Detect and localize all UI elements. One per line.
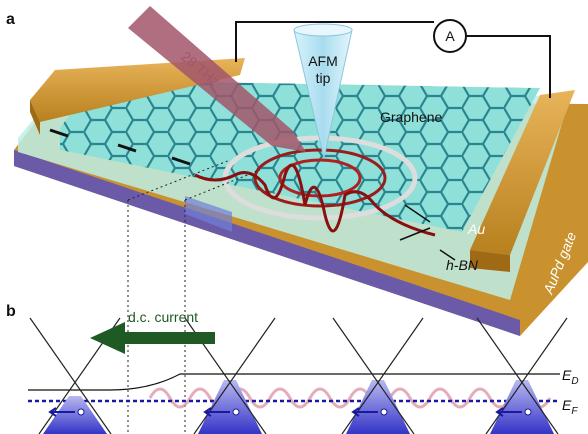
level-label: ED <box>562 367 579 387</box>
subscript: F <box>571 406 578 417</box>
cone-part <box>78 409 84 415</box>
electrode-label: Au <box>467 221 485 237</box>
level-label: EF <box>562 397 578 417</box>
device <box>14 58 588 336</box>
subscript: D <box>571 376 578 387</box>
current-label: d.c. current <box>128 309 198 325</box>
current-arrow <box>90 322 215 354</box>
bands <box>28 374 560 407</box>
substrate-label: h-BN <box>446 257 479 273</box>
figure: a 28 THz AFM tip A Graphene Au h-BN AuPd… <box>0 0 588 434</box>
panel-label: b <box>6 303 16 320</box>
cone-part <box>198 380 262 434</box>
graphene-label: Graphene <box>380 109 442 125</box>
panel-label: a <box>6 11 15 28</box>
meter-label: A <box>445 28 455 44</box>
tip-label: AFM <box>308 53 338 69</box>
tip-label: tip <box>316 70 331 86</box>
cone-part <box>233 409 239 415</box>
cone-part <box>525 409 531 415</box>
tip-top <box>294 24 352 36</box>
cone-part <box>381 409 387 415</box>
